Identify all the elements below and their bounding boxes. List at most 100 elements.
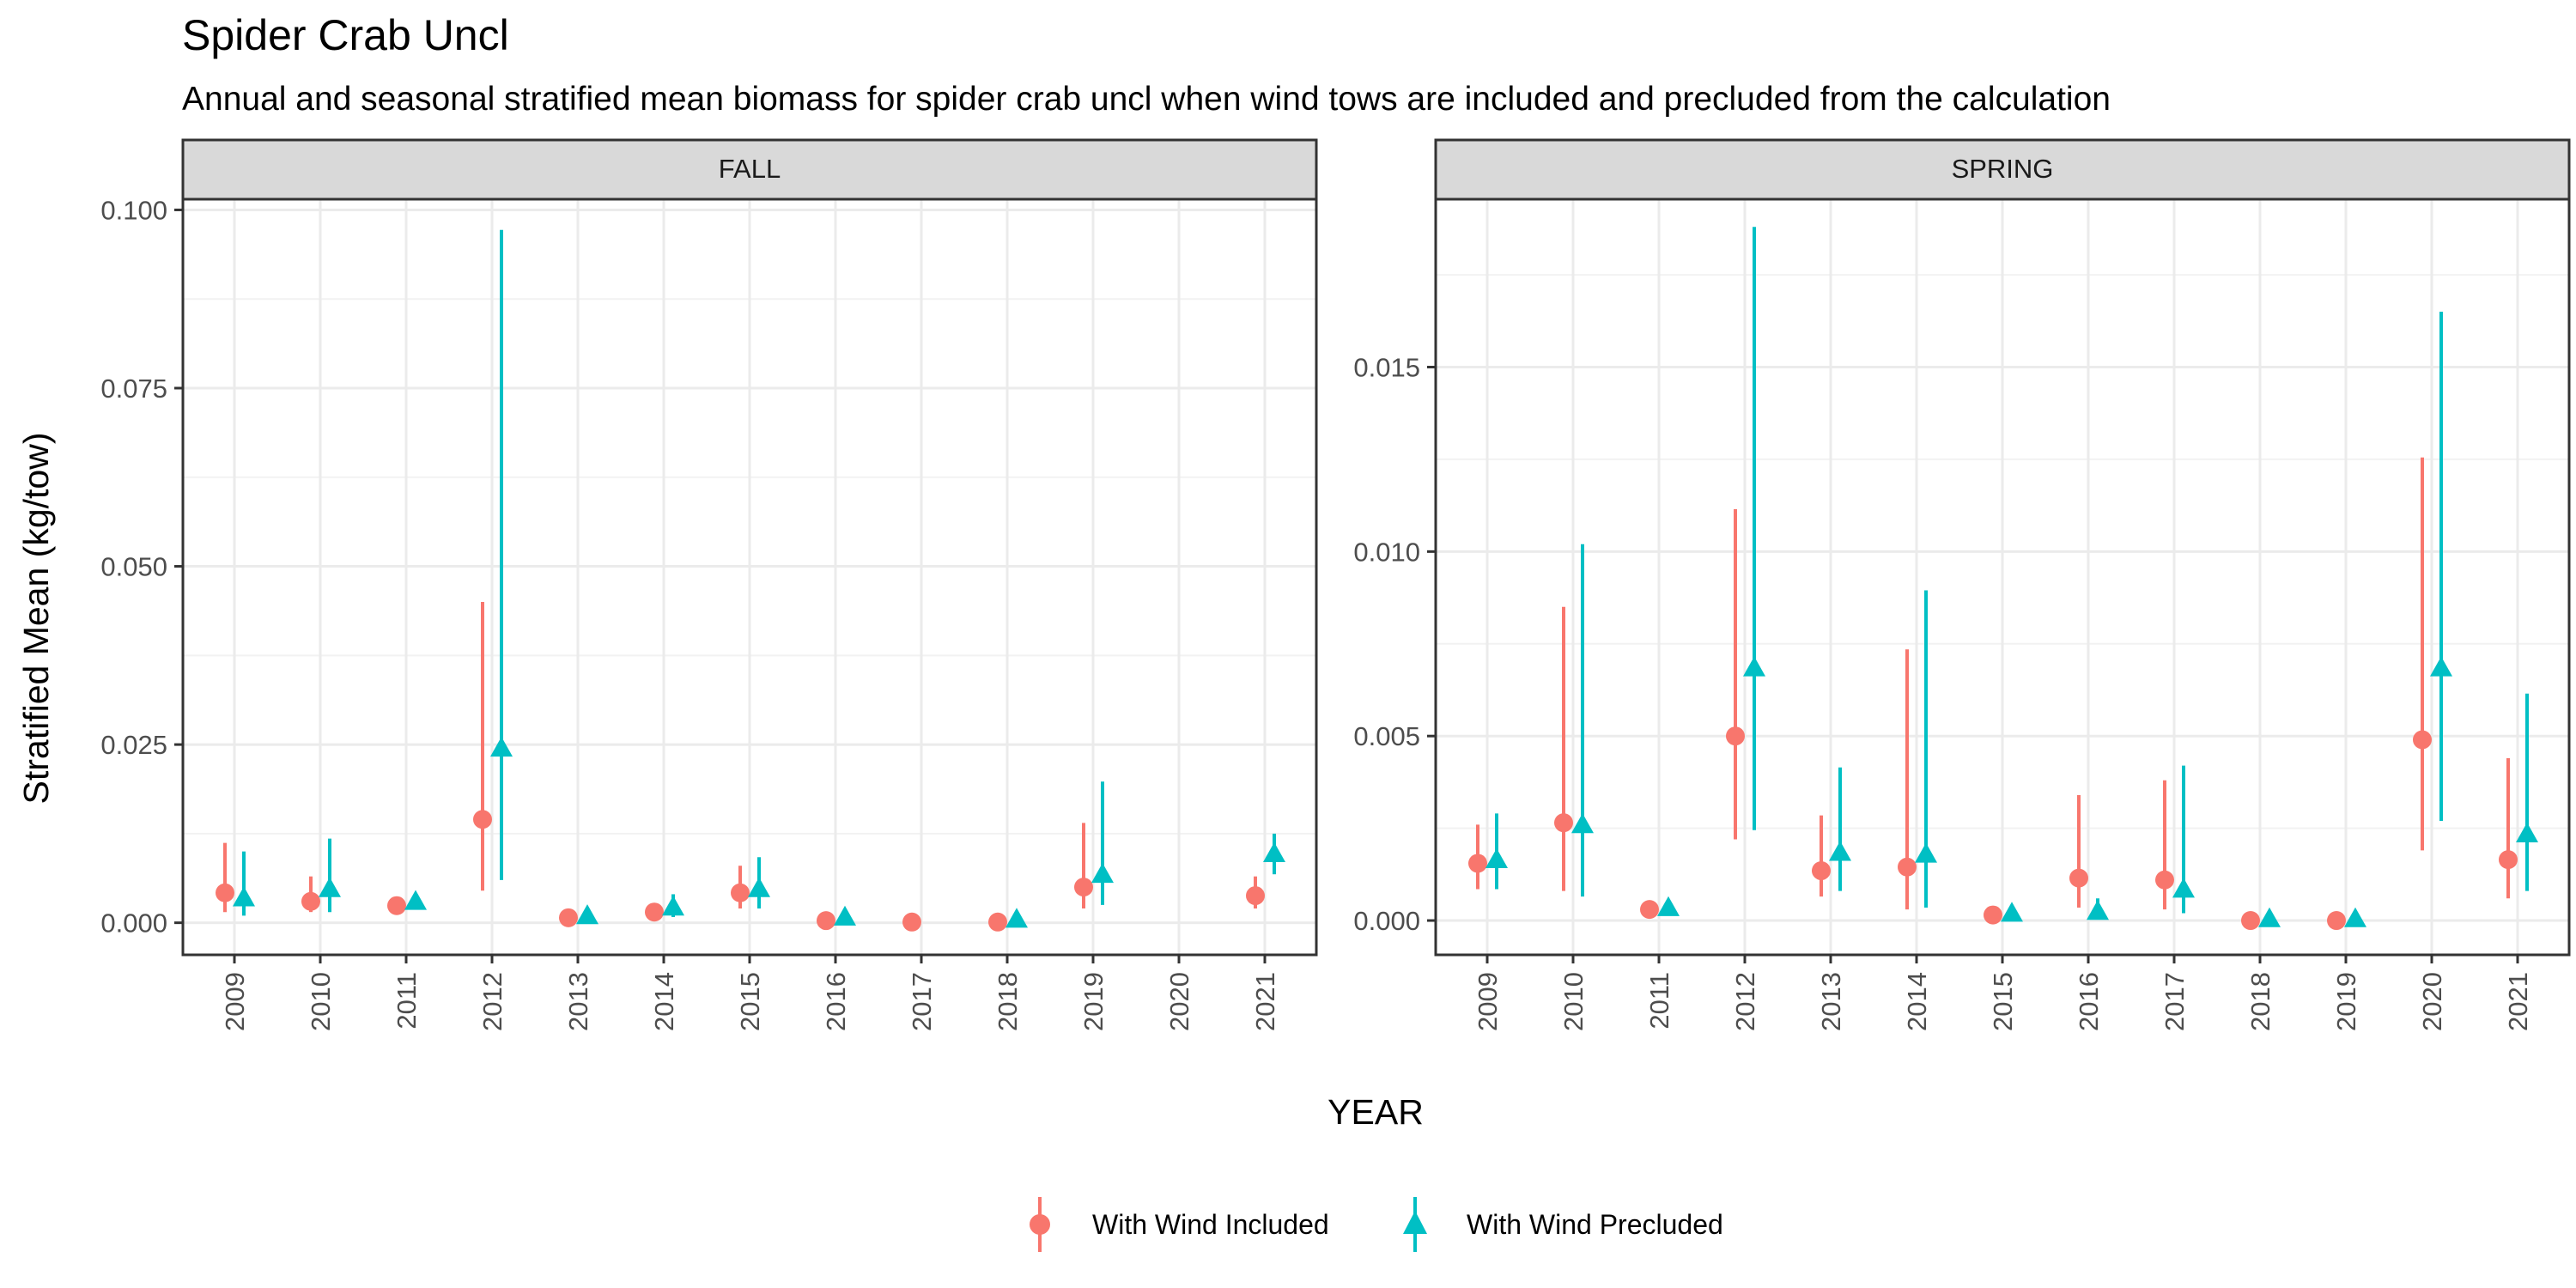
data-point-triangle [2258,907,2281,927]
facet-strip [1434,138,2571,201]
facet-strip-label: FALL [719,154,781,184]
data-point-circle [473,810,492,829]
x-tick-label: 2019 [2331,972,2361,1031]
x-tick-label: 2010 [306,972,336,1031]
x-tick-label: 2014 [649,972,679,1031]
x-tick-label: 2012 [1730,972,1760,1031]
data-point-triangle [1915,842,1937,863]
data-point-circle [1984,905,2002,925]
data-point-circle [559,908,578,927]
data-point-triangle [1263,841,1285,863]
data-point-circle [817,911,835,931]
y-tick-label: 0.000 [100,908,167,939]
x-tick-label: 2013 [1816,972,1846,1031]
x-tick-label: 2016 [821,972,851,1031]
y-tick-label: 0.100 [100,195,167,225]
data-point-triangle [2087,900,2109,920]
data-point-triangle [2001,902,2023,922]
data-point-circle [1074,878,1093,897]
x-axis-title: YEAR [1327,1092,1424,1132]
data-point-triangle [2172,878,2195,898]
legend-item: With Wind Precluded [1403,1197,1723,1252]
x-tick-label: 2009 [1473,972,1503,1031]
chart-title: Spider Crab Uncl [182,11,509,59]
y-tick-label: 0.075 [100,374,167,404]
legend-key-circle [1030,1214,1050,1235]
chart-subtitle: Annual and seasonal stratified mean biom… [182,81,2111,118]
data-point-circle [2413,730,2432,750]
x-tick-label: 2018 [993,972,1023,1031]
data-point-triangle [2344,907,2366,927]
data-point-triangle [748,877,770,897]
data-point-circle [387,896,406,915]
data-point-triangle [1657,896,1680,916]
x-tick-label: 2016 [2074,972,2104,1031]
data-point-triangle [576,904,598,925]
legend-label: With Wind Included [1092,1209,1329,1240]
x-tick-label: 2021 [1250,972,1280,1031]
data-point-triangle [662,896,684,916]
x-tick-label: 2015 [1988,972,2018,1031]
data-point-circle [1468,854,1487,873]
y-tick-label: 0.005 [1353,721,1420,751]
x-tick-label: 2009 [220,972,250,1031]
x-tick-label: 2011 [392,972,422,1030]
data-point-circle [301,891,320,911]
x-tick-label: 2017 [907,972,937,1031]
x-tick-label: 2011 [1644,972,1674,1030]
panel-spring: SPRING 0.000 0.005 0.010 0.015 2009 2010 2011 20… [1353,138,2571,1031]
y-tick-label: 0.015 [1353,353,1420,383]
y-axis-title: Stratified Mean (kg/tow) [16,433,56,805]
data-point-triangle [233,886,255,907]
legend-label: With Wind Precluded [1467,1209,1723,1240]
data-point-circle [2241,911,2260,931]
panels-layer: FALL 0.000 0.025 0.050 0.075 0.100 2009 2010 201… [100,138,2571,1031]
data-point-triangle [2516,822,2538,842]
data-point-triangle [1091,862,1114,884]
data-point-triangle [834,905,856,926]
x-tick-label: 2012 [477,972,507,1031]
y-tick-label: 0.050 [100,552,167,582]
data-point-circle [2327,911,2346,931]
legend: With Wind Included With Wind Precluded [1030,1197,1723,1252]
data-point-circle [1246,886,1265,906]
facet-strip-label: SPRING [1952,154,2054,184]
legend-item: With Wind Included [1030,1197,1329,1252]
data-point-circle [1898,857,1917,877]
data-point-circle [902,912,921,932]
x-tick-label: 2014 [1902,972,1932,1031]
x-tick-label: 2013 [563,972,593,1031]
data-point-circle [1640,900,1659,920]
data-point-triangle [1005,908,1028,928]
y-tick-label: 0.010 [1353,537,1420,567]
x-tick-label: 2018 [2245,972,2275,1031]
panel-fall: FALL 0.000 0.025 0.050 0.075 0.100 2009 2010 201… [100,138,1318,1031]
x-tick-label: 2017 [2160,972,2190,1031]
data-point-triangle [490,737,513,757]
data-point-circle [731,883,750,902]
y-tick-label: 0.000 [1353,906,1420,936]
data-point-circle [1726,726,1745,746]
x-tick-label: 2021 [2503,972,2533,1031]
x-tick-label: 2020 [1164,972,1194,1031]
data-point-triangle [1571,813,1594,834]
x-tick-label: 2019 [1078,972,1109,1031]
data-point-triangle [1829,841,1851,861]
x-tick-label: 2010 [1558,972,1589,1031]
data-point-circle [988,912,1007,932]
data-point-triangle [2430,656,2452,677]
data-point-circle [645,902,664,922]
data-point-circle [1554,813,1573,833]
y-tick-label: 0.025 [100,730,167,760]
data-point-circle [216,883,234,902]
data-point-triangle [1743,656,1765,677]
facet-strip [181,138,1318,201]
data-point-triangle [319,877,341,897]
data-point-circle [2155,870,2174,890]
x-tick-label: 2020 [2417,972,2447,1031]
legend-key-triangle [1403,1211,1427,1234]
data-point-circle [2499,850,2518,870]
data-point-triangle [1485,848,1508,869]
data-point-triangle [404,890,427,910]
